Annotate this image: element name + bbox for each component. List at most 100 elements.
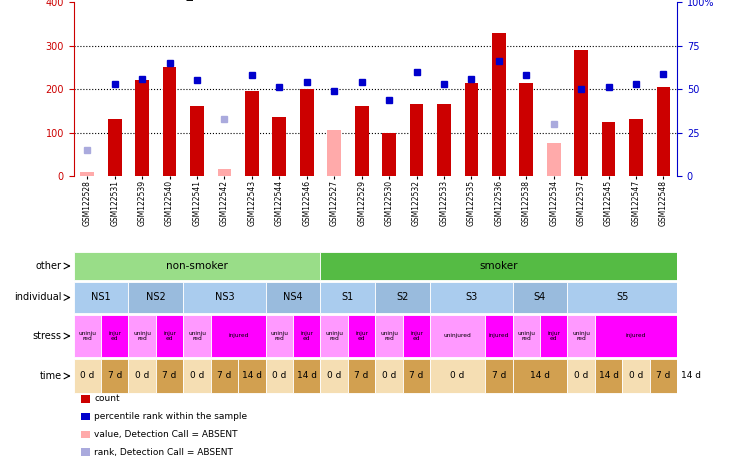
Text: injur
ed: injur ed bbox=[108, 331, 121, 341]
Text: 0 d: 0 d bbox=[629, 372, 643, 381]
Bar bbox=[348, 315, 375, 357]
Bar bbox=[574, 50, 588, 176]
Bar bbox=[512, 282, 567, 313]
Bar bbox=[403, 315, 431, 357]
Bar bbox=[80, 172, 94, 176]
Text: NS2: NS2 bbox=[146, 292, 166, 302]
Bar bbox=[156, 315, 183, 357]
Bar bbox=[485, 359, 512, 393]
Bar bbox=[156, 359, 183, 393]
Text: 0 d: 0 d bbox=[574, 372, 588, 381]
Text: NS1: NS1 bbox=[91, 292, 111, 302]
Text: 0 d: 0 d bbox=[80, 372, 94, 381]
Text: 7 d: 7 d bbox=[217, 372, 232, 381]
Bar bbox=[210, 315, 266, 357]
Bar bbox=[650, 359, 677, 393]
Bar bbox=[272, 118, 286, 176]
Text: injur
ed: injur ed bbox=[410, 331, 423, 341]
Bar bbox=[375, 359, 403, 393]
Y-axis label: time: time bbox=[40, 371, 62, 381]
Bar bbox=[492, 33, 506, 176]
Text: 14 d: 14 d bbox=[242, 372, 262, 381]
Text: uninju
red: uninju red bbox=[133, 331, 151, 341]
Bar bbox=[567, 282, 677, 313]
Bar bbox=[629, 119, 643, 176]
Text: rank, Detection Call = ABSENT: rank, Detection Call = ABSENT bbox=[94, 447, 233, 456]
Text: count: count bbox=[94, 394, 120, 403]
Bar bbox=[431, 359, 485, 393]
Bar bbox=[129, 315, 156, 357]
Bar bbox=[375, 315, 403, 357]
Text: S3: S3 bbox=[465, 292, 478, 302]
Bar bbox=[601, 122, 615, 176]
Text: 0 d: 0 d bbox=[272, 372, 286, 381]
Bar bbox=[328, 130, 341, 176]
Bar bbox=[129, 359, 156, 393]
Bar bbox=[266, 315, 293, 357]
Text: injur
ed: injur ed bbox=[300, 331, 314, 341]
Bar bbox=[512, 315, 540, 357]
Text: injured: injured bbox=[626, 334, 646, 338]
Text: smoker: smoker bbox=[480, 261, 518, 271]
Text: non-smoker: non-smoker bbox=[166, 261, 228, 271]
Bar bbox=[410, 104, 423, 176]
Bar bbox=[74, 359, 101, 393]
Bar bbox=[485, 315, 512, 357]
Text: S5: S5 bbox=[616, 292, 629, 302]
Bar bbox=[245, 91, 259, 176]
Text: 0 d: 0 d bbox=[327, 372, 342, 381]
Bar bbox=[218, 169, 231, 176]
Bar bbox=[74, 315, 101, 357]
Y-axis label: other: other bbox=[35, 261, 62, 271]
Text: 7 d: 7 d bbox=[355, 372, 369, 381]
Bar bbox=[657, 87, 670, 176]
Bar bbox=[437, 104, 450, 176]
Text: 7 d: 7 d bbox=[107, 372, 122, 381]
Bar bbox=[101, 315, 129, 357]
Bar bbox=[293, 359, 320, 393]
Text: uninju
red: uninju red bbox=[78, 331, 96, 341]
Bar bbox=[183, 359, 210, 393]
Text: injur
ed: injur ed bbox=[355, 331, 368, 341]
Text: value, Detection Call = ABSENT: value, Detection Call = ABSENT bbox=[94, 430, 238, 439]
Text: S1: S1 bbox=[342, 292, 354, 302]
Text: uninju
red: uninju red bbox=[517, 331, 535, 341]
Bar bbox=[266, 359, 293, 393]
Bar bbox=[183, 282, 266, 313]
Bar bbox=[293, 315, 320, 357]
Bar bbox=[677, 359, 704, 393]
Text: 0 d: 0 d bbox=[135, 372, 149, 381]
Bar bbox=[567, 359, 595, 393]
Bar bbox=[129, 282, 183, 313]
Text: 0 d: 0 d bbox=[190, 372, 204, 381]
Bar bbox=[135, 81, 149, 176]
Text: 14 d: 14 d bbox=[530, 372, 550, 381]
Bar bbox=[74, 282, 129, 313]
Bar bbox=[300, 89, 314, 176]
Bar bbox=[464, 82, 478, 176]
Bar bbox=[431, 282, 512, 313]
Bar bbox=[320, 252, 677, 281]
Bar bbox=[266, 282, 320, 313]
Text: NS3: NS3 bbox=[215, 292, 234, 302]
Bar bbox=[595, 359, 622, 393]
Text: 14 d: 14 d bbox=[297, 372, 316, 381]
Text: uninju
red: uninju red bbox=[380, 331, 398, 341]
Y-axis label: stress: stress bbox=[32, 331, 62, 341]
Text: 7 d: 7 d bbox=[163, 372, 177, 381]
Text: 7 d: 7 d bbox=[492, 372, 506, 381]
Bar bbox=[355, 107, 369, 176]
Bar bbox=[547, 143, 561, 176]
Text: 7 d: 7 d bbox=[409, 372, 424, 381]
Text: percentile rank within the sample: percentile rank within the sample bbox=[94, 412, 247, 421]
Bar bbox=[320, 282, 375, 313]
Bar bbox=[320, 359, 348, 393]
Text: injur
ed: injur ed bbox=[163, 331, 176, 341]
Text: uninju
red: uninju red bbox=[188, 331, 206, 341]
Bar bbox=[512, 359, 567, 393]
Bar bbox=[320, 315, 348, 357]
Text: uninjured: uninjured bbox=[444, 334, 472, 338]
Bar bbox=[520, 82, 533, 176]
Bar bbox=[348, 359, 375, 393]
Text: injured: injured bbox=[489, 334, 509, 338]
